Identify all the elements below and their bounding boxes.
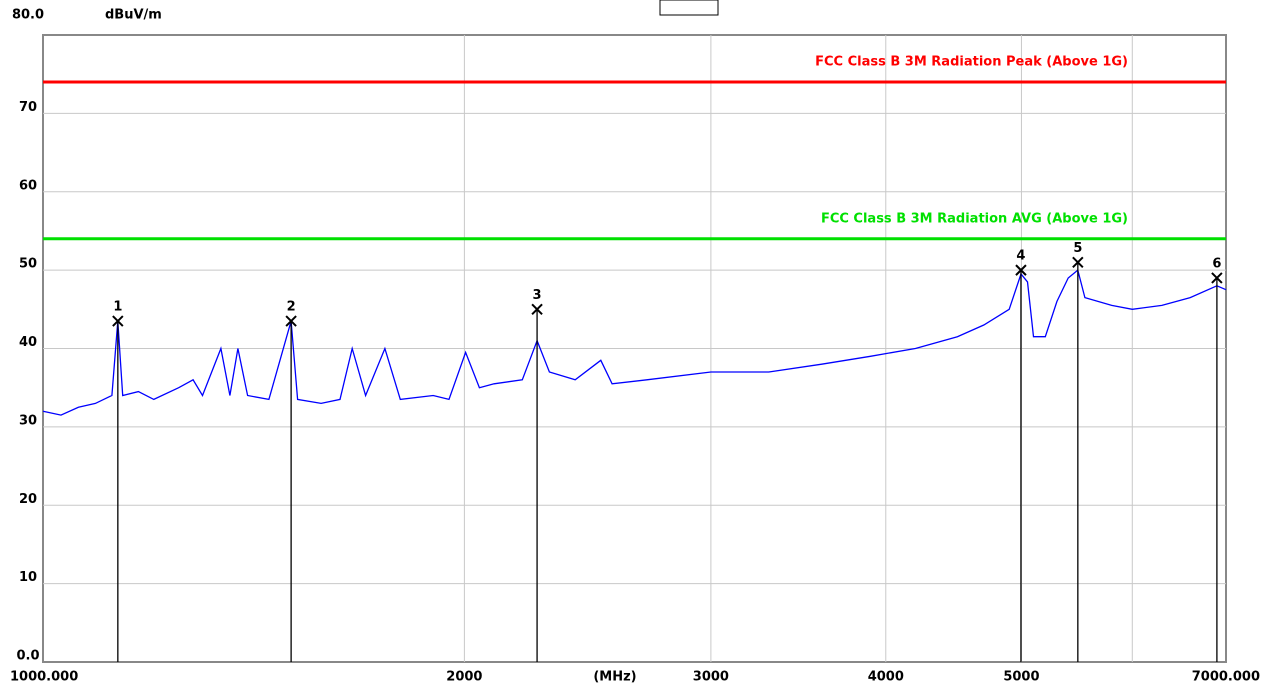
marker-cross xyxy=(285,315,297,327)
marker-label: 4 xyxy=(1016,249,1025,264)
x-unit: (MHz) xyxy=(593,670,636,685)
marker-label: 2 xyxy=(287,300,296,315)
trace-line xyxy=(42,268,1227,416)
marker-cross xyxy=(1015,264,1027,276)
marker-cross xyxy=(531,303,543,316)
y-tick-label: 60 xyxy=(19,178,37,193)
y-tick-label: 50 xyxy=(19,257,37,272)
y-tick-label: 40 xyxy=(19,335,37,350)
x-tick-label: 5000 xyxy=(1003,670,1039,685)
y-tick-label: 20 xyxy=(19,492,37,507)
marker-cross xyxy=(1072,256,1084,268)
marker-cross xyxy=(1211,272,1223,284)
marker-label: 5 xyxy=(1073,241,1082,256)
x-tick-label: 7000.000 xyxy=(1192,670,1260,685)
y-tick-label: 30 xyxy=(19,413,37,428)
y-tick-label: 0.0 xyxy=(16,649,39,664)
y-unit: dBuV/m xyxy=(105,8,162,23)
marker-label: 1 xyxy=(113,300,122,315)
x-tick-label: 2000 xyxy=(446,670,482,685)
x-tick-label: 4000 xyxy=(868,670,904,685)
x-tick-label: 1000.000 xyxy=(10,670,78,685)
y-tick-label: 10 xyxy=(19,570,37,585)
limit-label: FCC Class B 3M Radiation Peak (Above 1G) xyxy=(815,55,1128,70)
y-tick-label: 70 xyxy=(19,100,37,115)
x-tick-label: 3000 xyxy=(693,670,729,685)
header-box xyxy=(659,0,719,16)
marker-label: 3 xyxy=(533,288,542,303)
y-tick-label: 80.0 xyxy=(12,8,44,23)
limit-label: FCC Class B 3M Radiation AVG (Above 1G) xyxy=(821,211,1128,226)
marker-label: 6 xyxy=(1212,256,1221,271)
marker-cross xyxy=(112,315,124,327)
